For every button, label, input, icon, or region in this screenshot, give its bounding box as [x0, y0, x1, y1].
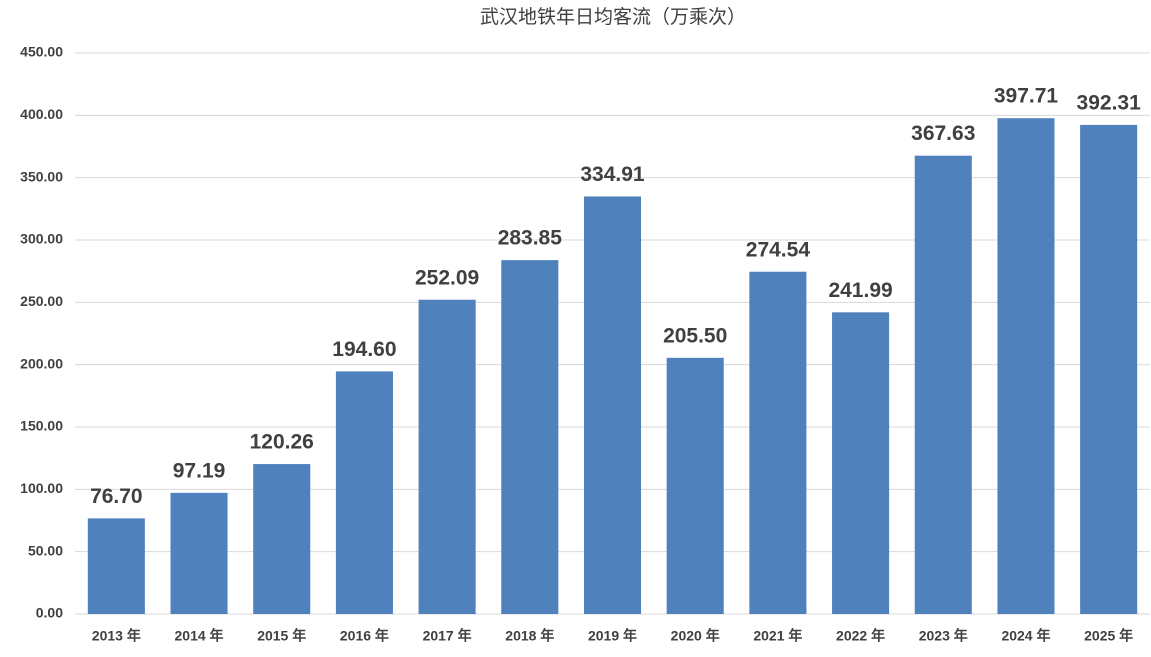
bar: [501, 260, 559, 614]
y-tick-label: 200.00: [20, 355, 63, 371]
data-label: 241.99: [828, 279, 892, 302]
data-label: 283.85: [498, 227, 563, 250]
bar: [749, 271, 807, 614]
x-tick-label: 2021 年: [753, 628, 802, 644]
y-tick-label: 350.00: [20, 168, 63, 184]
bar: [253, 464, 311, 614]
bar: [1080, 124, 1138, 614]
bar: [583, 196, 642, 614]
bar: [418, 299, 476, 614]
x-tick-label: 2014 年: [175, 628, 224, 644]
data-label: 120.26: [250, 431, 314, 454]
bar: [87, 518, 145, 614]
y-tick-label: 250.00: [20, 293, 63, 309]
x-tick-label: 2018 年: [505, 628, 554, 644]
y-tick-label: 0.00: [36, 605, 63, 621]
bar: [832, 312, 890, 614]
bar: [335, 371, 393, 614]
y-tick-label: 150.00: [20, 418, 63, 434]
data-label: 205.50: [663, 324, 727, 347]
x-tick-label: 2019 年: [588, 628, 637, 644]
x-tick-label: 2024 年: [1001, 628, 1050, 644]
x-tick-label: 2017 年: [423, 628, 472, 644]
y-tick-label: 100.00: [20, 480, 63, 496]
y-tick-label: 50.00: [28, 542, 63, 558]
data-label: 97.19: [173, 459, 226, 482]
data-label: 252.09: [415, 266, 479, 289]
x-tick-label: 2016 年: [340, 628, 389, 644]
data-label: 367.63: [911, 122, 975, 145]
chart-title: 武汉地铁年日均客流（万乘次）: [480, 6, 746, 28]
y-tick-label: 300.00: [20, 231, 63, 247]
bar: [997, 118, 1055, 614]
x-tick-label: 2020 年: [671, 628, 720, 644]
x-tick-label: 2015 年: [257, 628, 306, 644]
data-label: 397.71: [994, 85, 1059, 108]
data-label: 76.70: [90, 485, 143, 508]
data-label: 194.60: [332, 338, 396, 361]
data-label: 392.31: [1077, 91, 1142, 114]
y-tick-label: 400.00: [20, 106, 63, 122]
y-tick-label: 450.00: [20, 44, 63, 60]
x-tick-label: 2025 年: [1084, 628, 1133, 644]
x-tick-label: 2022 年: [836, 628, 885, 644]
bar: [914, 155, 972, 614]
bar: [170, 492, 228, 614]
data-label: 334.91: [580, 163, 645, 186]
x-tick-label: 2023 年: [919, 628, 968, 644]
data-label: 274.54: [746, 238, 811, 261]
bar: [666, 357, 724, 614]
x-tick-label: 2013 年: [92, 628, 141, 644]
